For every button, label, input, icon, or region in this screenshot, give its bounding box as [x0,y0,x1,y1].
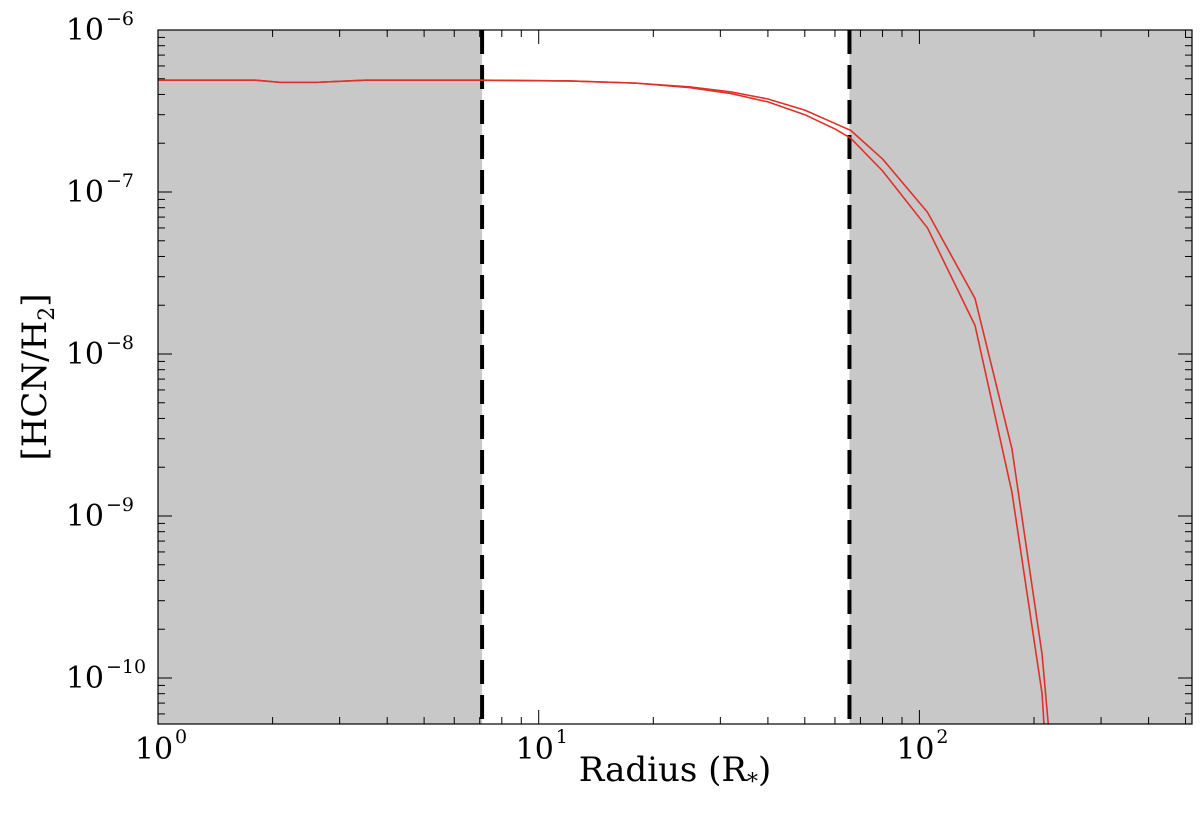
axis-ticks: 10 0 10 1 10 210 −610 −710 −810 −910 −10 [66,8,1192,767]
x-tick-exponent-2: 1 [556,726,568,748]
y-tick-label-1: 10 [66,13,104,48]
x-tick-exponent-1: 0 [175,726,187,748]
shaded-region-1 [158,30,483,724]
y-tick-exponent-4: −9 [106,494,134,516]
svg-text:[HCN/H2]: [HCN/H2] [15,293,60,460]
y-tick-label-4: 10 [66,499,104,534]
y-tick-label-3: 10 [66,337,104,372]
y-tick-exponent-2: −7 [106,170,134,192]
x-axis-title-main: Radius (R [579,750,749,790]
series-line-2 [158,79,1045,724]
y-tick-label-2: 10 [66,175,104,210]
plot-frame [157,29,1193,725]
y-axis-title-main: [HCN/H [15,321,55,461]
boundary-lines [480,30,852,724]
x-tick-label-3: 10 [896,732,934,767]
x-axis-title: Radius (R*) [579,750,772,795]
x-axis-title-close: ) [758,750,771,790]
svg-text:Radius (R*): Radius (R*) [579,750,772,795]
data-series [158,79,1050,724]
x-tick-label-2: 10 [516,732,554,767]
y-tick-exponent-1: −6 [106,8,134,30]
x-axis-title-sub: * [747,770,758,795]
y-tick-exponent-3: −8 [106,332,134,354]
y-axis-title: [HCN/H2] [15,293,60,460]
y-axis-title-close: ] [15,293,55,306]
shaded-regions [158,30,1192,724]
shaded-region-2 [849,30,1192,724]
x-tick-label-1: 10 [135,732,173,767]
y-axis-title-sub: 2 [35,307,60,321]
y-tick-label-5: 10 [66,661,104,696]
x-tick-exponent-3: 2 [936,726,948,748]
plot-area [158,30,1192,724]
y-tick-exponent-5: −10 [106,656,146,678]
